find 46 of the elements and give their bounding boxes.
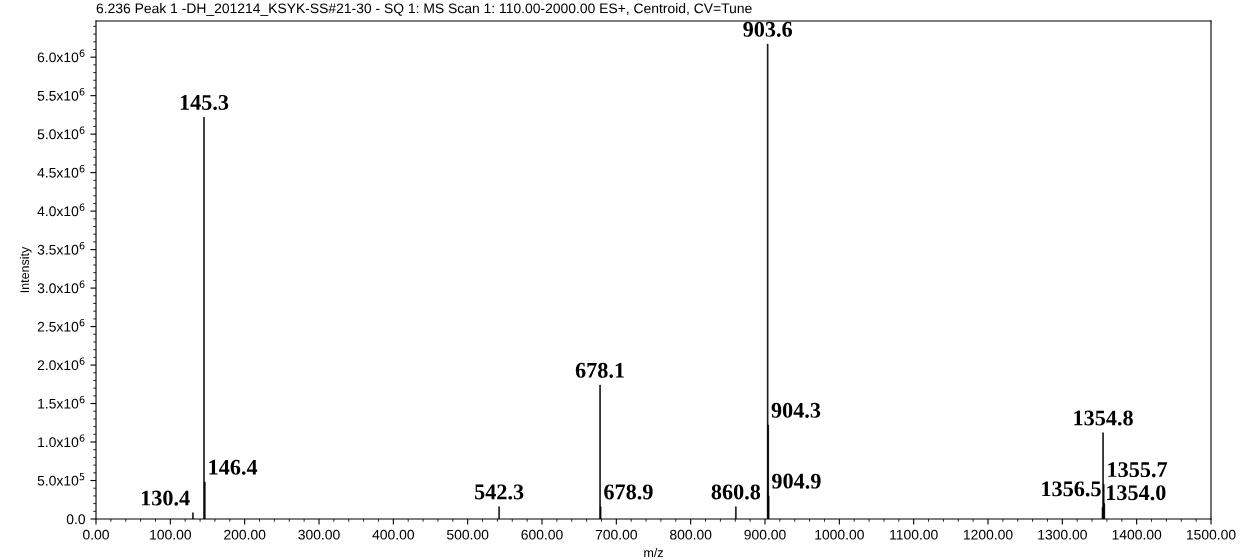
chart-title: 6.236 Peak 1 -DH_201214_KSYK-SS#21-30 - SQ 1: MS Scan 1: 110.00-2000.00 ES+, Centroid, CV=Tune bbox=[96, 3, 752, 16]
y-tick-label: 1.5x10$^{6}$ bbox=[38, 395, 85, 409]
annotation: 904.9 bbox=[772, 473, 821, 489]
y-axis-title: Intensity bbox=[19, 246, 32, 293]
annotation: 1356.5 bbox=[1042, 481, 1101, 497]
annotation: 146.4 bbox=[209, 459, 258, 475]
x-tick-label: 300.00 bbox=[298, 529, 340, 540]
x-tick-label: 1000.00 bbox=[815, 529, 864, 540]
x-tick-label: 1200.00 bbox=[963, 529, 1013, 540]
x-tick-label: 1500.00 bbox=[1186, 529, 1236, 540]
x-tick-label: 500.00 bbox=[446, 529, 489, 540]
x-tick-label: 1100.00 bbox=[890, 529, 938, 540]
x-tick-label: 0.00 bbox=[83, 529, 109, 540]
y-tick-label: 1.0x10$^{6}$ bbox=[38, 434, 85, 448]
x-tick-label: 600.00 bbox=[521, 529, 563, 540]
y-tick-label: 5.0x10$^{5}$ bbox=[37, 473, 85, 486]
annotation: 904.3 bbox=[771, 402, 821, 418]
annotation: 1354.0 bbox=[1107, 485, 1166, 501]
x-axis-title: m/z bbox=[644, 547, 663, 558]
annotation: 903.6 bbox=[743, 21, 793, 37]
y-tick-label: 6.0x10$^{6}$ bbox=[37, 49, 85, 63]
annotation: 1354.8 bbox=[1074, 410, 1133, 426]
y-tick-label: 0.0 bbox=[66, 514, 86, 525]
y-tick-label: 3.0x10$^{6}$ bbox=[37, 280, 85, 294]
x-tick-label: 100.00 bbox=[150, 529, 192, 540]
annotation: 860.8 bbox=[711, 484, 761, 500]
x-tick-label: 200.00 bbox=[224, 529, 266, 540]
annotation: 145.3 bbox=[180, 94, 229, 111]
y-tick-label: 5.0x10$^{6}$ bbox=[37, 126, 85, 140]
y-tick-label: 4.5x10$^{6}$ bbox=[37, 165, 85, 178]
y-tick-label: 2.0x10$^{6}$ bbox=[37, 357, 85, 371]
x-tick-label: 900.00 bbox=[744, 529, 786, 540]
y-tick-label: 5.5x10$^{6}$ bbox=[37, 88, 85, 101]
x-tick-label: 1400.00 bbox=[1112, 529, 1162, 540]
y-tick-label: 3.5x10$^{6}$ bbox=[37, 242, 85, 255]
x-tick-label: 400.00 bbox=[372, 529, 415, 540]
annotation: 130.4 bbox=[141, 490, 190, 506]
x-tick-label: 1300.00 bbox=[1038, 529, 1087, 540]
y-tick-label: 4.0x10$^{6}$ bbox=[37, 203, 85, 217]
x-tick-label: 800.00 bbox=[670, 529, 712, 540]
annotation: 1355.7 bbox=[1108, 462, 1168, 478]
annotation: 678.1 bbox=[575, 362, 624, 378]
annotation: 678.9 bbox=[604, 484, 653, 500]
y-tick-label: 2.5x10$^{6}$ bbox=[37, 318, 85, 332]
annotation: 542.3 bbox=[475, 484, 524, 500]
x-tick-label: 700.00 bbox=[595, 529, 638, 540]
